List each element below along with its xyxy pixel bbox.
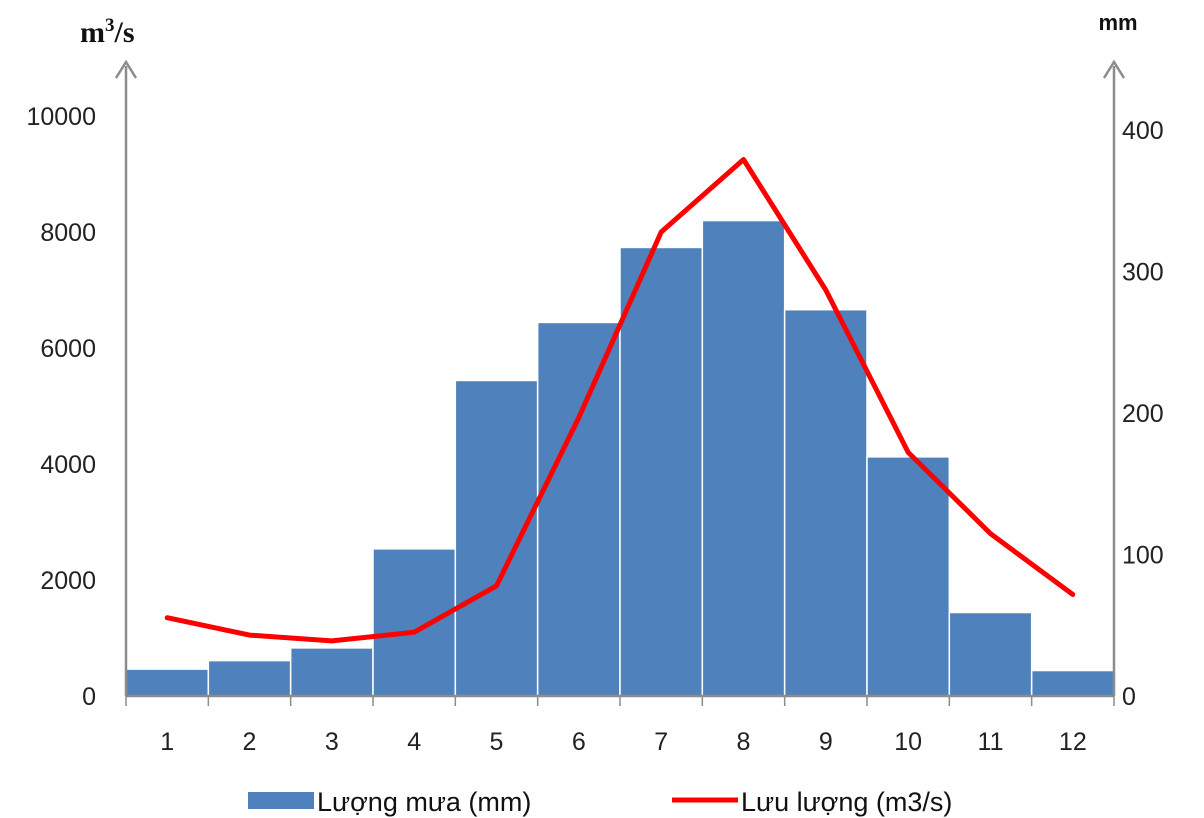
- right-axis-tick-label: 200: [1122, 400, 1164, 428]
- discharge-line-layer: [164, 157, 1076, 644]
- x-axis-tick-label: 10: [894, 728, 922, 756]
- right-axis-tick-label: 0: [1122, 683, 1136, 711]
- x-axis-tick-label: 7: [654, 728, 668, 756]
- bar-month-1: [125, 668, 210, 697]
- bar-month-10: [866, 456, 951, 697]
- bar-month-4: [372, 548, 457, 697]
- x-axis-tick-label: 9: [819, 728, 833, 756]
- right-axis-tick-label: 400: [1122, 117, 1164, 145]
- left-axis-arrow: [114, 59, 138, 79]
- left-axis-unit: m3/s: [80, 15, 135, 49]
- x-axis-tick-label: 5: [490, 728, 504, 756]
- left-axis-tick-label: 0: [82, 683, 96, 711]
- left-axis-tick-label: 2000: [40, 567, 96, 595]
- bar-month-11: [948, 611, 1033, 697]
- legend-label-discharge: Lưu lượng (m3/s): [741, 787, 952, 817]
- bar-month-7: [619, 246, 704, 697]
- legend-label-rainfall: Lượng mưa (mm): [317, 787, 531, 817]
- discharge-line: [164, 157, 1076, 644]
- left-axis-unit-base: m: [80, 16, 105, 49]
- right-axis-arrow: [1102, 59, 1126, 79]
- left-axis-unit-tail: /s: [114, 16, 135, 49]
- bar-month-12: [1030, 669, 1115, 697]
- left-axis-tick-label: 6000: [40, 335, 96, 363]
- x-axis-tick-label: 12: [1059, 728, 1087, 756]
- legend-swatch-rainfall: [248, 792, 314, 809]
- bar-month-2: [207, 659, 292, 697]
- x-axis-tick-label: 6: [572, 728, 586, 756]
- rainfall-bars: [125, 219, 1115, 697]
- x-axis-tick-label: 11: [978, 728, 1004, 756]
- left-axis-tick-label: 10000: [26, 103, 96, 131]
- legend: Lượng mưa (mm) Lưu lượng (m3/s): [248, 787, 952, 817]
- bar-month-8: [701, 219, 786, 697]
- axes: [114, 59, 1126, 706]
- bar-month-9: [783, 308, 868, 697]
- bar-month-3: [289, 647, 374, 697]
- x-axis-tick-label: 1: [160, 728, 174, 756]
- right-axis-unit: mm: [1098, 10, 1137, 35]
- x-axis-tick-label: 3: [325, 728, 339, 756]
- bar-month-6: [536, 321, 621, 697]
- x-axis-tick-label: 4: [407, 728, 421, 756]
- x-axis-tick-label: 2: [243, 728, 257, 756]
- x-axis-tick-label: 8: [737, 728, 751, 756]
- left-axis-tick-label: 4000: [40, 451, 96, 479]
- right-axis-tick-label: 300: [1122, 259, 1164, 287]
- right-axis-tick-label: 100: [1122, 542, 1164, 570]
- bar-month-5: [454, 379, 539, 697]
- left-axis-unit-superscript: 3: [105, 15, 115, 36]
- left-axis-tick-label: 8000: [40, 219, 96, 247]
